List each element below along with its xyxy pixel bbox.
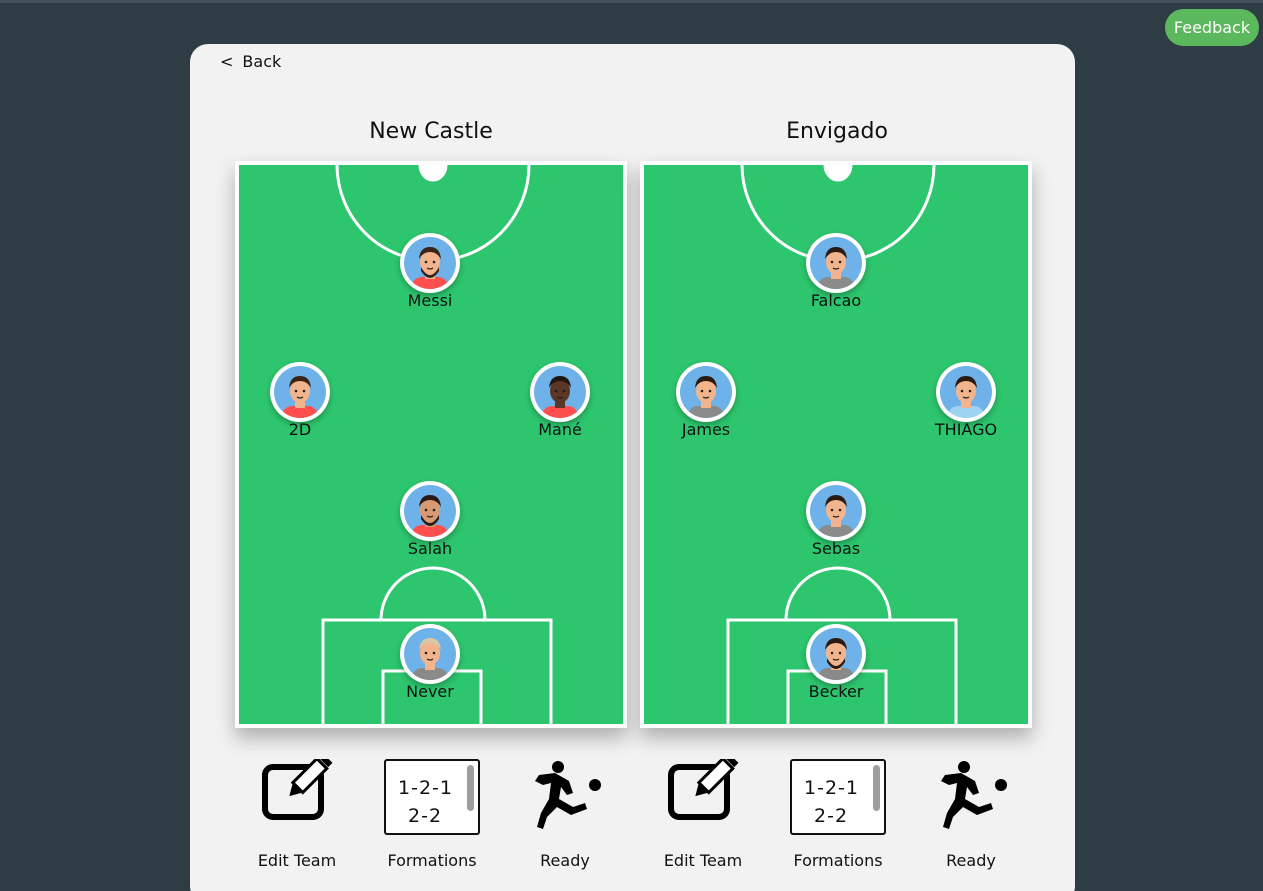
player-card[interactable]: Mané [500, 362, 620, 439]
player-card[interactable]: Never [370, 624, 490, 701]
player-name: THIAGO [934, 420, 998, 439]
player-name: Salah [407, 539, 453, 558]
ready-label: Ready [946, 851, 996, 870]
formations-label: Formations [387, 851, 477, 870]
player-avatar [400, 481, 460, 541]
formations-label: Formations [793, 851, 883, 870]
ready-button-home[interactable]: Ready [510, 759, 620, 870]
player-name: Falcao [810, 291, 862, 310]
player-avatar [806, 481, 866, 541]
player-avatar [400, 233, 460, 293]
player-name: Sebas [811, 539, 861, 558]
ready-label: Ready [540, 851, 590, 870]
player-avatar [676, 362, 736, 422]
player-name: Never [406, 682, 454, 701]
pitch-lines [321, 165, 553, 724]
kicking-player-icon [941, 761, 1007, 829]
player-card[interactable]: Salah [370, 481, 490, 558]
player-name: Messi [407, 291, 453, 310]
player-name: Becker [808, 682, 864, 701]
player-name: Mané [538, 420, 582, 439]
player-avatar [936, 362, 996, 422]
kicking-player-icon [535, 761, 601, 829]
formation-option[interactable]: 2-2 [814, 805, 849, 827]
back-button[interactable]: < Back [220, 52, 281, 71]
player-avatar [806, 624, 866, 684]
player-card[interactable]: James [646, 362, 766, 439]
edit-team-button-home[interactable]: Edit Team [242, 752, 352, 870]
player-card[interactable]: Becker [776, 624, 896, 701]
edit-team-label: Edit Team [257, 851, 337, 870]
player-card[interactable]: Sebas [776, 481, 896, 558]
player-name: 2D [288, 420, 312, 439]
player-card[interactable]: 2D [240, 362, 360, 439]
edit-icon [668, 752, 739, 820]
edit-team-label: Edit Team [663, 851, 743, 870]
team-title-home: New Castle [369, 119, 493, 144]
formation-option[interactable]: 1-2-1 [804, 777, 859, 799]
chevron-left-icon: < [220, 52, 234, 71]
player-card[interactable]: Messi [370, 233, 490, 310]
formation-option[interactable]: 2-2 [408, 805, 443, 827]
player-name: James [681, 420, 731, 439]
ready-button-away[interactable]: Ready [916, 759, 1026, 870]
player-avatar [270, 362, 330, 422]
edit-icon [262, 752, 333, 820]
team-title-away: Envigado [786, 119, 888, 144]
formations-list[interactable]: 1-2-1 2-2 [790, 759, 886, 835]
formation-option[interactable]: 1-2-1 [398, 777, 453, 799]
player-avatar [400, 624, 460, 684]
feedback-button[interactable]: Feedback [1165, 9, 1259, 46]
scrollbar[interactable] [467, 765, 474, 811]
scrollbar[interactable] [873, 765, 880, 811]
player-card[interactable]: Falcao [776, 233, 896, 310]
formations-list[interactable]: 1-2-1 2-2 [384, 759, 480, 835]
player-avatar [530, 362, 590, 422]
formations-select-home[interactable]: 1-2-1 2-2 Formations [377, 759, 487, 870]
player-card[interactable]: THIAGO [906, 362, 1026, 439]
formations-select-away[interactable]: 1-2-1 2-2 Formations [783, 759, 893, 870]
match-panel: < Back New Castle Envigado [190, 44, 1075, 891]
player-avatar [806, 233, 866, 293]
back-label: Back [242, 52, 282, 71]
edit-team-button-away[interactable]: Edit Team [648, 752, 758, 870]
